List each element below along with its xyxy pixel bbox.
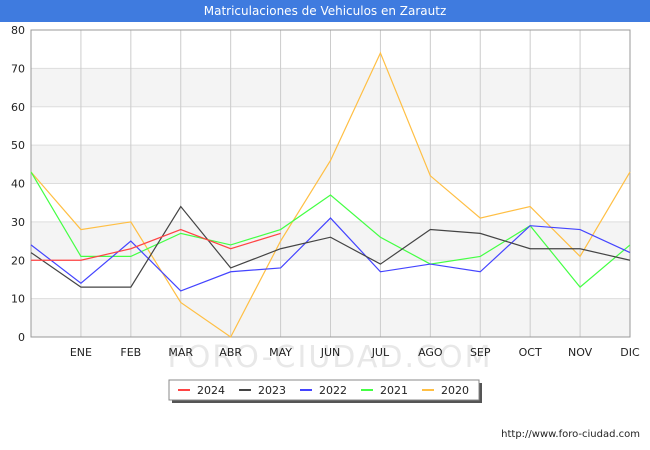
legend-label-2020: 2020	[441, 384, 469, 397]
y-tick-label: 0	[18, 331, 25, 344]
legend-box	[168, 379, 480, 401]
y-tick-label: 80	[11, 24, 25, 37]
x-tick-label: DIC	[620, 346, 640, 359]
x-tick-label: ENE	[70, 346, 92, 359]
x-tick-label: FEB	[120, 346, 141, 359]
legend: 2024 2023 2022 2021 2020	[168, 379, 482, 403]
x-tick-label: JUL	[371, 346, 390, 359]
y-tick-label: 50	[11, 139, 25, 152]
x-tick-label: MAY	[269, 346, 292, 359]
x-tick-label: JUN	[320, 346, 341, 359]
x-tick-label: AGO	[418, 346, 443, 359]
series-line-2023	[30, 205, 631, 288]
watermark-text: FORO-CIUDAD.COM	[168, 340, 493, 375]
legend-label-2024: 2024	[197, 384, 225, 397]
x-tick-label: SEP	[470, 346, 491, 359]
y-tick-label: 20	[11, 254, 25, 267]
y-tick-label: 40	[11, 178, 25, 191]
legend-label-2023: 2023	[258, 384, 286, 397]
series-lines	[30, 51, 631, 338]
legend-label-2021: 2021	[380, 384, 408, 397]
x-axis-ticks: ENE FEB MAR ABR MAY JUN JUL AGO SEP OCT NOV DIC	[70, 346, 640, 359]
y-tick-label: 60	[11, 101, 25, 114]
x-tick-label: MAR	[168, 346, 193, 359]
y-axis-ticks: 0 10 20 30 40 50 60 70 80	[11, 24, 25, 344]
series-line-2022	[30, 217, 631, 292]
source-url: http://www.foro-ciudad.com	[501, 429, 640, 440]
legend-label-2022: 2022	[319, 384, 347, 397]
series-line-2024	[31, 228, 281, 261]
y-tick-label: 10	[11, 293, 25, 306]
x-tick-label: NOV	[568, 346, 593, 359]
y-tick-label: 70	[11, 62, 25, 75]
y-tick-label: 30	[11, 216, 25, 229]
plot-border	[30, 29, 631, 338]
series-line-2020	[30, 51, 631, 338]
x-tick-label: ABR	[219, 346, 242, 359]
x-tick-label: OCT	[519, 346, 542, 359]
chart-title: Matriculaciones de Vehiculos en Zarautz	[0, 0, 650, 22]
